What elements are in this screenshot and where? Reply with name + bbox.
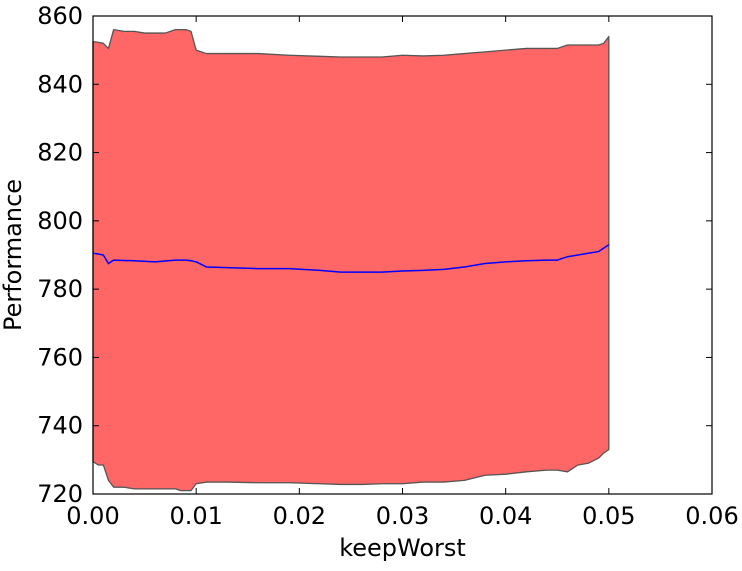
x-tick-label: 0.00 bbox=[66, 502, 119, 530]
x-tick-label: 0.02 bbox=[273, 502, 326, 530]
x-tick-label: 0.01 bbox=[169, 502, 222, 530]
y-tick-label: 760 bbox=[37, 343, 83, 371]
y-tick-label: 740 bbox=[37, 412, 83, 440]
y-tick-label: 780 bbox=[37, 275, 83, 303]
x-tick-label: 0.05 bbox=[582, 502, 635, 530]
y-tick-label: 800 bbox=[37, 207, 83, 235]
y-tick-label: 720 bbox=[37, 480, 83, 508]
y-tick-label: 860 bbox=[37, 2, 83, 30]
x-tick-label: 0.03 bbox=[376, 502, 429, 530]
plot-area bbox=[92, 29, 610, 492]
x-axis-label: keepWorst bbox=[339, 534, 466, 562]
x-tick-label: 0.06 bbox=[685, 502, 738, 530]
ticks: 0.00 0.01 0.02 0.03 0.04 0.05 0.06 720 740 760 780… bbox=[37, 2, 739, 530]
y-axis-label: Performance bbox=[0, 179, 27, 331]
confidence-band bbox=[92, 29, 610, 492]
mean-line bbox=[92, 244, 610, 273]
y-tick-label: 840 bbox=[37, 70, 83, 98]
x-tick-label: 0.04 bbox=[479, 502, 532, 530]
y-tick-label: 820 bbox=[37, 139, 83, 167]
